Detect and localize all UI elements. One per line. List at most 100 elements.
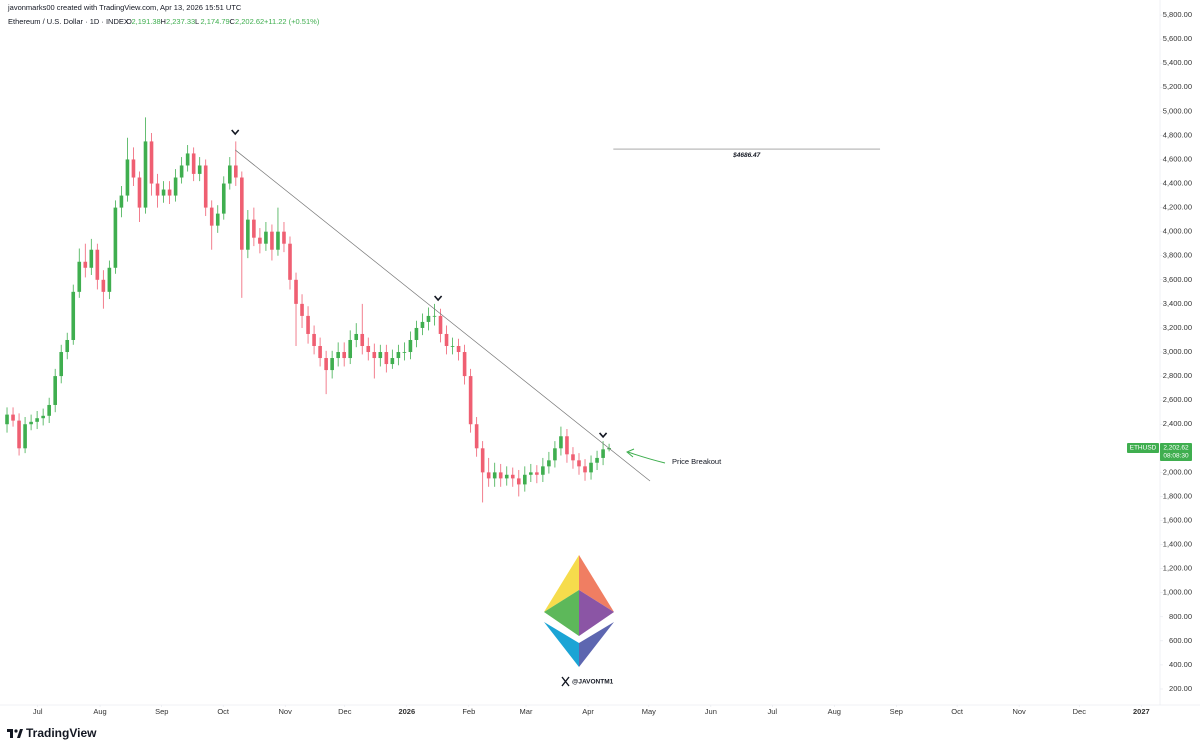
candle-body xyxy=(535,472,539,475)
candle-body xyxy=(282,231,286,244)
candle-body xyxy=(119,195,124,208)
candle-body xyxy=(276,231,280,250)
y-tick-label: 5,200.00 xyxy=(1163,82,1192,91)
candle-body xyxy=(221,183,226,214)
candle-body xyxy=(432,315,437,317)
x-logo xyxy=(561,676,570,687)
candle-body xyxy=(83,261,88,268)
candle-body xyxy=(324,358,328,371)
tradingview-logo xyxy=(7,729,23,738)
y-tick-label: 2,000.00 xyxy=(1163,467,1192,476)
y-tick-label: 1,400.00 xyxy=(1163,540,1192,549)
y-tick-label: 1,000.00 xyxy=(1163,588,1192,597)
x-tick-label: Sep xyxy=(155,707,168,716)
candle-body xyxy=(372,352,377,359)
candle-body xyxy=(65,339,70,353)
candle-body xyxy=(541,466,545,475)
x-tick-label: Dec xyxy=(338,707,352,716)
candle-body xyxy=(252,219,256,238)
y-tick-label: 5,600.00 xyxy=(1163,34,1192,43)
trendline xyxy=(234,149,651,482)
breakout-arrowhead xyxy=(626,448,635,458)
candle-body xyxy=(330,358,334,371)
candle-body xyxy=(360,333,365,347)
candle-body xyxy=(264,231,268,244)
candle-body xyxy=(131,159,136,178)
y-tick-label: 200.00 xyxy=(1169,684,1192,693)
candle-body xyxy=(595,457,599,463)
candle-body xyxy=(438,315,443,334)
x-tick-label: Jul xyxy=(33,707,43,716)
ohlc-legend: O 2,191.38 H 2,237.33 L 2,174.79 C 2,202.62 +11.… xyxy=(126,17,320,26)
x-tick-label: Nov xyxy=(279,707,293,716)
candle-body xyxy=(480,448,485,473)
candle-body xyxy=(59,352,64,377)
x-tick-label: Feb xyxy=(462,707,475,716)
candle-body xyxy=(185,153,190,166)
candle-body xyxy=(492,472,497,479)
y-tick-label: 3,400.00 xyxy=(1163,299,1192,308)
candle-body xyxy=(5,414,9,425)
candle-body xyxy=(23,424,27,449)
candle-body xyxy=(215,213,220,226)
candle-body xyxy=(565,436,569,455)
candle-body xyxy=(336,352,340,359)
candle-body xyxy=(191,153,196,174)
x-tick-label: Oct xyxy=(217,707,230,716)
candle-body xyxy=(11,414,15,421)
y-tick-label: 800.00 xyxy=(1169,612,1192,621)
ohlc-value: 2,202.62 xyxy=(235,17,264,26)
candle-body xyxy=(396,352,401,359)
price-tag xyxy=(1160,442,1192,461)
candle-body xyxy=(577,460,581,467)
byline: javonmarks00 created with TradingView.co… xyxy=(7,3,242,12)
candle-body xyxy=(101,279,106,292)
candle-body xyxy=(125,159,130,196)
candle-body xyxy=(41,415,45,419)
candle-body xyxy=(240,177,244,250)
candle-body xyxy=(209,207,214,226)
candle-body xyxy=(143,141,148,208)
candle-body xyxy=(450,346,455,347)
candle-body xyxy=(318,346,322,359)
candle-body xyxy=(384,352,389,365)
candle-body xyxy=(113,207,118,268)
candle-body xyxy=(306,315,310,334)
x-tick-label: Mar xyxy=(520,707,533,716)
candle-body xyxy=(53,376,57,405)
candle-body xyxy=(516,478,521,485)
candle-body xyxy=(354,333,359,340)
candle-body xyxy=(510,474,515,479)
candle-body xyxy=(227,165,232,184)
candle-body xyxy=(474,424,479,449)
candle-body xyxy=(547,460,551,467)
candle-body xyxy=(161,189,166,196)
price-tag-price: 2,202.62 xyxy=(1163,445,1189,452)
y-tick-label: 5,400.00 xyxy=(1163,58,1192,67)
candle-body xyxy=(107,267,112,292)
candle-body xyxy=(504,474,509,479)
symbol-tag xyxy=(1127,442,1159,453)
candle-body xyxy=(300,303,304,316)
candle-body xyxy=(71,291,76,340)
y-tick-label: 3,800.00 xyxy=(1163,251,1192,260)
y-tick-label: 4,200.00 xyxy=(1163,203,1192,212)
candle-body xyxy=(601,449,605,458)
chevron-marker xyxy=(434,295,443,302)
candle-body xyxy=(366,346,371,353)
candle-body xyxy=(47,404,51,416)
y-tick-label: 2,800.00 xyxy=(1163,371,1192,380)
watermark-handle: @JAVONTM1 xyxy=(572,679,614,686)
candle-body xyxy=(294,279,298,304)
candle-body xyxy=(571,454,575,461)
x-tick-label: Jun xyxy=(705,707,717,716)
x-tick-label: Apr xyxy=(582,707,594,716)
ohlc-value: 2,237.33 xyxy=(166,17,195,26)
y-tick-label: 5,000.00 xyxy=(1163,106,1192,115)
candle-body xyxy=(137,177,142,208)
ohlc-key: L xyxy=(195,17,199,26)
candle-body xyxy=(173,177,178,196)
y-tick-label: 600.00 xyxy=(1169,636,1192,645)
y-tick-label: 4,800.00 xyxy=(1163,130,1192,139)
candle-body xyxy=(553,448,557,461)
